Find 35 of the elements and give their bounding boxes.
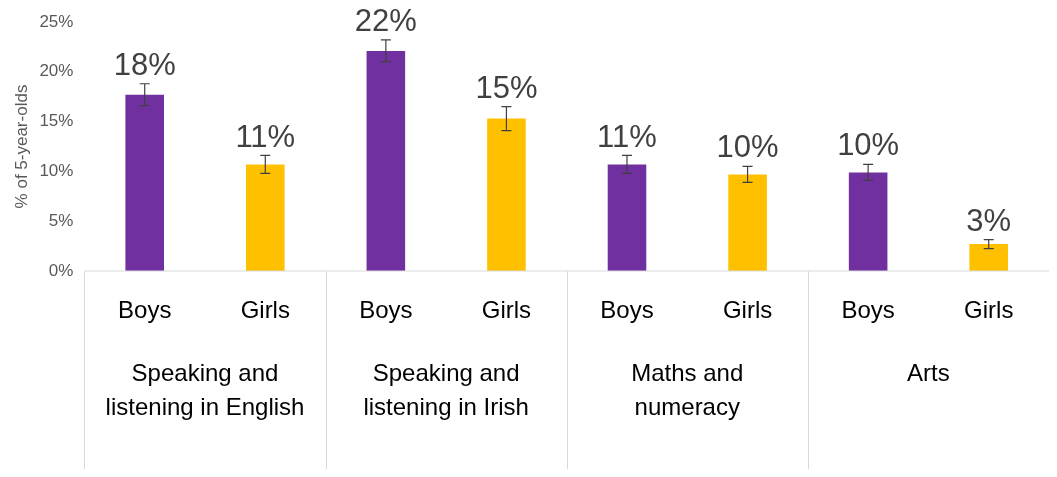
data-label: 10% [837, 127, 900, 163]
text: Girls [964, 295, 1014, 323]
bar [487, 118, 526, 271]
bar [245, 164, 285, 271]
x-tick-label: Speaking and listening in Irish [363, 358, 529, 420]
y-tick-label: 10% [39, 161, 74, 181]
x-tick-label: Speaking and listening in English [105, 358, 305, 420]
bar [607, 164, 647, 271]
y-tick-label: 25% [39, 11, 74, 31]
y-tick-label: 0% [48, 260, 74, 280]
text: Boys [118, 295, 172, 323]
bar [969, 244, 1009, 271]
y-axis-title: % of 5-year-olds [11, 84, 31, 209]
text: Boys [841, 295, 895, 323]
bar [366, 50, 406, 271]
data-label: 15% [475, 69, 538, 105]
data-label: 11% [235, 118, 296, 154]
x-tick-label: Maths and numeracy [631, 358, 744, 420]
y-tick-label: 5% [48, 210, 74, 230]
bar [125, 94, 164, 271]
x-tick-label: Arts [907, 358, 950, 386]
series-label: Boys [359, 295, 413, 323]
text: Boys [600, 295, 654, 323]
bar [848, 172, 888, 271]
text: Girls [722, 295, 773, 323]
series-label: Girls [240, 295, 290, 323]
y-tick-label: 15% [39, 111, 74, 131]
data-label: 10% [716, 129, 779, 165]
data-label: 3% [966, 202, 1012, 238]
data-label: 18% [113, 46, 176, 82]
data-label: 22% [354, 2, 417, 38]
y-tick-label: 20% [39, 61, 74, 81]
text: Girls [481, 295, 532, 323]
bar [728, 174, 767, 271]
data-label: 11% [597, 118, 657, 154]
